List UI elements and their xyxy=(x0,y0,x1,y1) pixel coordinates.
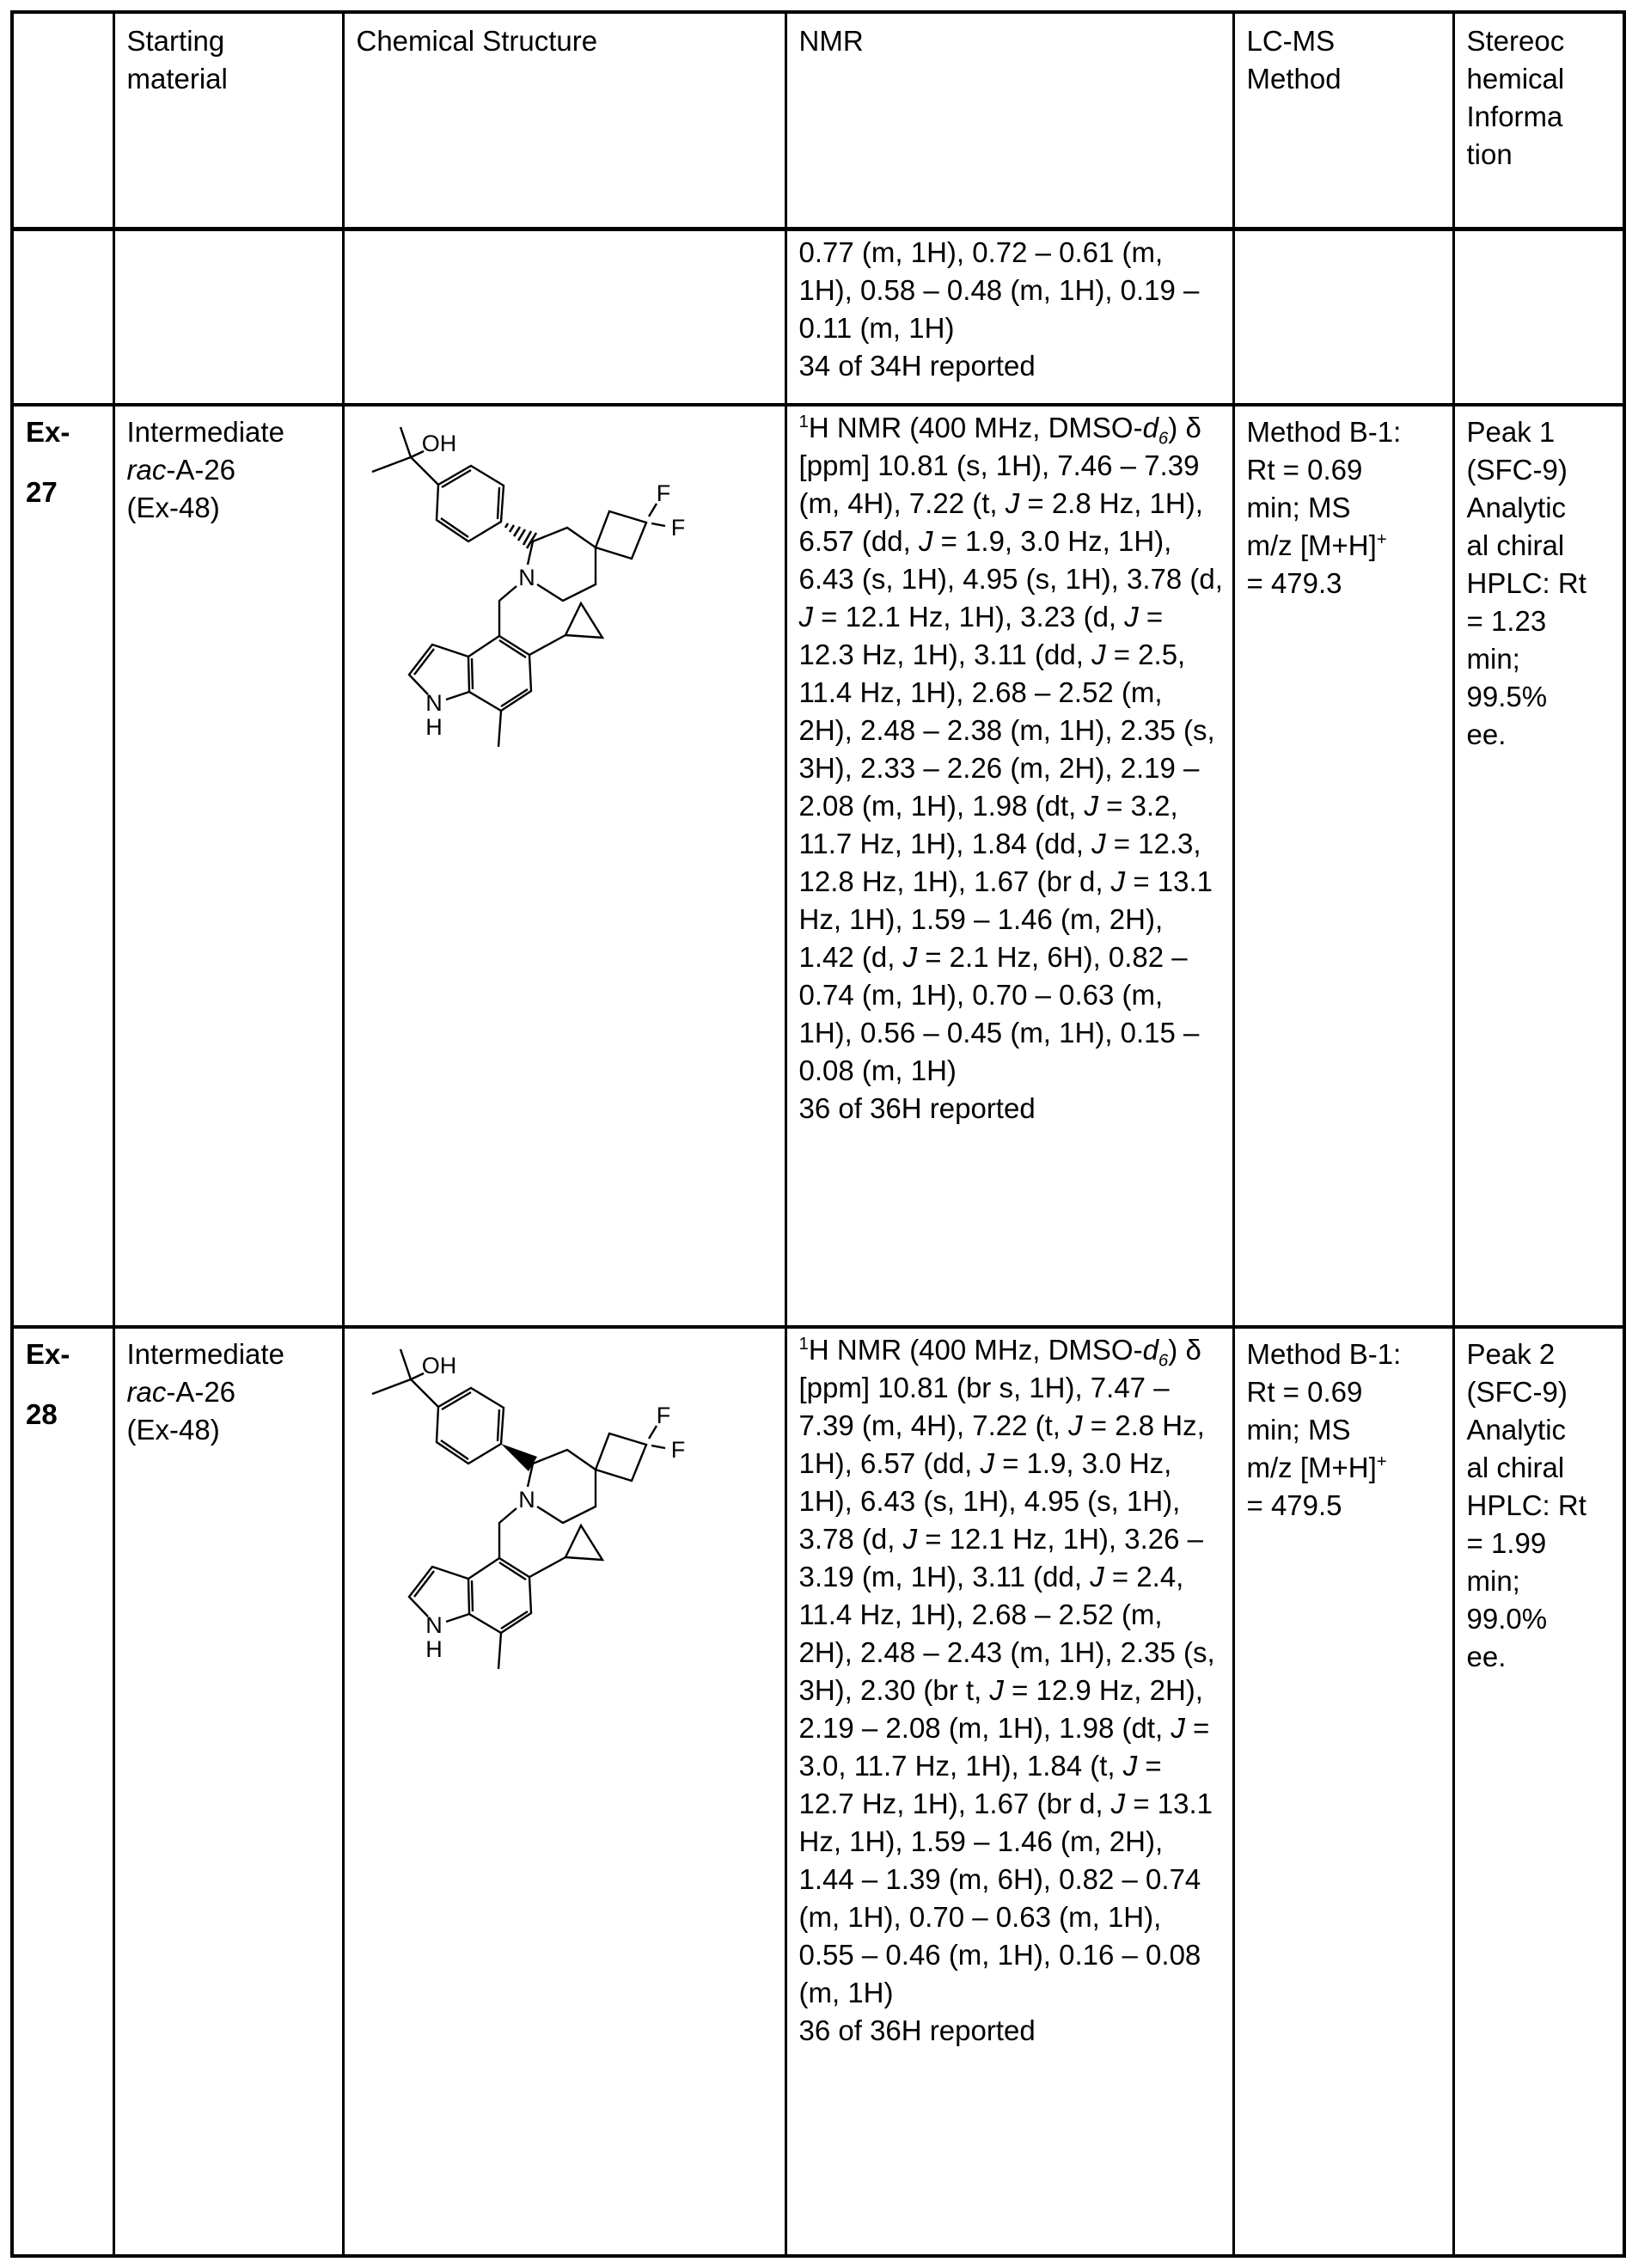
nmr-footer: 34 of 34H reported xyxy=(798,349,1036,382)
header-row-label xyxy=(10,10,115,231)
indole-nitrogen-label: N xyxy=(425,1612,443,1638)
header-nmr: NMR xyxy=(784,10,1235,231)
piperidine-nitrogen-label: N xyxy=(518,565,535,590)
row-ex-28: Ex- 28 Intermediate rac-A-26 (Ex-48) OH N xyxy=(10,1325,1626,2258)
lcms-cell: Method B-1: Rt = 0.69 min; MS m/z [M+H]+ = 4… xyxy=(1232,403,1455,1329)
continuation-stereo-cell xyxy=(1452,227,1626,407)
table-header-row: Starting material Chemical Structure NMR … xyxy=(10,10,1626,231)
hydroxyl-label: OH xyxy=(421,1353,456,1379)
piperidine-nitrogen-label: N xyxy=(518,1487,535,1513)
continuation-id-cell xyxy=(10,227,115,407)
starting-material-cell: Intermediate rac-A-26 (Ex-48) xyxy=(112,403,345,1329)
nmr-footer: 36 of 36H reported xyxy=(798,1092,1036,1124)
header-chemical-structure: Chemical Structure xyxy=(341,10,787,231)
header-stereochemical-information: Stereoc hemical Informa tion xyxy=(1452,10,1626,231)
fluorine-label-2: F xyxy=(670,1437,685,1463)
stereo-cell: Peak 2 (SFC-9) Analytic al chiral HPLC: Rt = … xyxy=(1452,1325,1626,2258)
nmr-text: 1H NMR (400 MHz, DMSO-d6) δ [ppm] 10.81 … xyxy=(798,1334,1215,2008)
continuation-nmr-cell: 0.77 (m, 1H), 0.72 – 0.61 (m, 1H), 0.58 … xyxy=(784,227,1235,407)
example-id: Ex- 27 xyxy=(10,403,115,1329)
fluorine-label-1: F xyxy=(656,480,670,506)
header-lcms-method: LC-MS Method xyxy=(1232,10,1455,231)
nmr-footer: 36 of 36H reported xyxy=(798,2014,1036,2046)
hydroxyl-label: OH xyxy=(421,431,456,456)
indole-nitrogen-label: N xyxy=(425,690,443,716)
example-id-line1: Ex- xyxy=(26,416,70,448)
compound-table: Starting material Chemical Structure NMR … xyxy=(10,10,1626,2258)
nmr-cell: 1H NMR (400 MHz, DMSO-d6) δ [ppm] 10.81 … xyxy=(784,1325,1235,2258)
row-ex-27: Ex- 27 Intermediate rac-A-26 (Ex-48) OH xyxy=(10,403,1626,1329)
example-id: Ex- 28 xyxy=(10,1325,115,2258)
indole-nh-hydrogen-label: H xyxy=(425,1636,443,1662)
nmr-cell: 1H NMR (400 MHz, DMSO-d6) δ [ppm] 10.81 … xyxy=(784,403,1235,1329)
continuation-starting-material-cell xyxy=(112,227,345,407)
chemical-structure-cell: OH N xyxy=(341,403,787,1329)
lcms-cell: Method B-1: Rt = 0.69 min; MS m/z [M+H]+ = 4… xyxy=(1232,1325,1455,2258)
continuation-structure-cell xyxy=(341,227,787,407)
chemical-structure-drawing: OH N xyxy=(364,419,776,773)
chemical-structure-cell: OH N F F xyxy=(341,1325,787,2258)
example-id-line2: 27 xyxy=(26,476,58,508)
nmr-text: 1H NMR (400 MHz, DMSO-d6) δ [ppm] 10.81 … xyxy=(798,412,1223,1086)
starting-material-cell: Intermediate rac-A-26 (Ex-48) xyxy=(112,1325,345,2258)
example-id-line2: 28 xyxy=(26,1398,58,1430)
continuation-lcms-cell xyxy=(1232,227,1455,407)
chemical-structure-drawing: OH N F F xyxy=(364,1341,776,1696)
solid-wedge-bond xyxy=(500,1444,537,1471)
fluorine-label-1: F xyxy=(656,1403,670,1428)
header-starting-material: Starting material xyxy=(112,10,345,231)
nmr-text: 0.77 (m, 1H), 0.72 – 0.61 (m, 1H), 0.58 … xyxy=(798,235,1200,344)
hashed-wedge-bond xyxy=(504,523,537,549)
continuation-row: 0.77 (m, 1H), 0.72 – 0.61 (m, 1H), 0.58 … xyxy=(10,227,1626,407)
stereo-cell: Peak 1 (SFC-9) Analytic al chiral HPLC: Rt = … xyxy=(1452,403,1626,1329)
example-id-line1: Ex- xyxy=(26,1338,70,1370)
indole-nh-hydrogen-label: H xyxy=(425,714,443,740)
fluorine-label-2: F xyxy=(670,515,685,541)
